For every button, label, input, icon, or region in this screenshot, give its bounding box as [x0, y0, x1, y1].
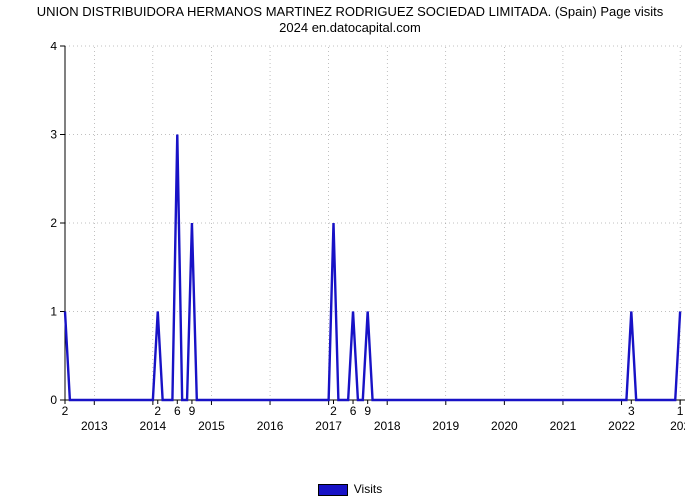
xmajor-label: 2014: [140, 419, 167, 433]
ytick-label: 0: [50, 393, 57, 407]
xminor-label: 9: [364, 404, 371, 418]
xmajor-label: 2015: [198, 419, 225, 433]
xminor-label: 2: [330, 404, 337, 418]
ytick-label: 4: [50, 42, 57, 53]
legend-label: Visits: [354, 482, 382, 496]
xminor-label: 6: [174, 404, 181, 418]
ytick-label: 2: [50, 216, 57, 230]
ytick-label: 1: [50, 305, 57, 319]
xminor-label: 6: [350, 404, 357, 418]
legend: Visits: [0, 482, 700, 496]
xminor-label: 9: [189, 404, 196, 418]
xmajor-label: 2013: [81, 419, 108, 433]
xminor-label: 2: [154, 404, 161, 418]
xmajor-label: 2017: [315, 419, 342, 433]
chart-title: UNION DISTRIBUIDORA HERMANOS MARTINEZ RO…: [0, 4, 700, 37]
xmajor-label: 2022: [608, 419, 635, 433]
title-line2: 2024 en.datocapital.com: [279, 20, 421, 35]
xmajor-label: 2016: [257, 419, 284, 433]
xmajor-label: 2018: [374, 419, 401, 433]
xmajor-label: 202: [670, 419, 685, 433]
chart-root: UNION DISTRIBUIDORA HERMANOS MARTINEZ RO…: [0, 0, 700, 500]
xminor-label: 2: [62, 404, 69, 418]
xmajor-label: 2019: [432, 419, 459, 433]
xminor-label: 1: [677, 404, 684, 418]
xmajor-label: 2021: [550, 419, 577, 433]
title-line1: UNION DISTRIBUIDORA HERMANOS MARTINEZ RO…: [37, 4, 664, 19]
chart-plot: 0123422692693120132014201520162017201820…: [45, 42, 685, 442]
xmajor-label: 2020: [491, 419, 518, 433]
legend-swatch: [318, 484, 348, 496]
ytick-label: 3: [50, 128, 57, 142]
xminor-label: 3: [628, 404, 635, 418]
